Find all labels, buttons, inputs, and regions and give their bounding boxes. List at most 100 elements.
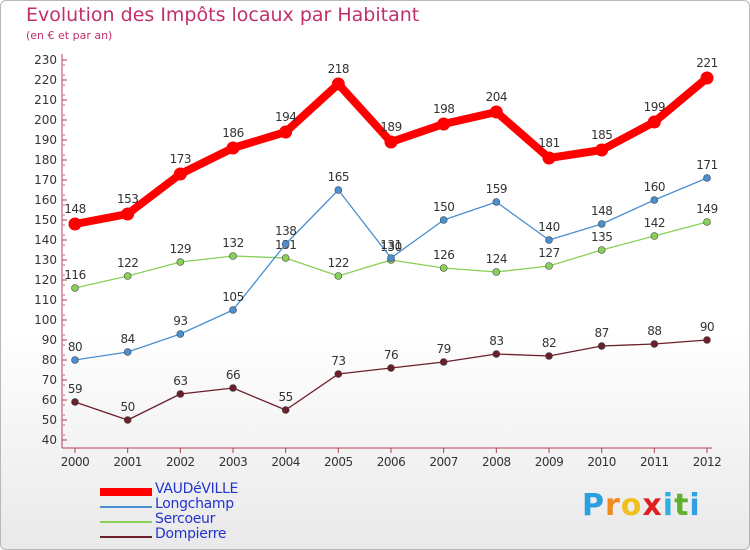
- data-point: [439, 264, 448, 272]
- y-minor-tick: [63, 234, 65, 236]
- x-tick-label: 2007: [429, 455, 458, 469]
- y-tick-label: 130: [34, 253, 57, 267]
- data-point: [71, 284, 79, 292]
- data-label: 204: [486, 90, 507, 104]
- y-minor-tick: [63, 174, 65, 176]
- data-point: [650, 196, 659, 204]
- y-tick-label: 180: [34, 153, 57, 167]
- y-minor-tick: [63, 274, 65, 276]
- data-point: [334, 370, 343, 378]
- logo-letter: t: [674, 488, 690, 523]
- y-minor-tick: [63, 84, 65, 86]
- y-minor-tick: [63, 284, 65, 286]
- data-label: 218: [328, 62, 349, 76]
- data-label: 135: [591, 230, 612, 244]
- data-point: [437, 117, 451, 131]
- x-tick-label: 2006: [377, 455, 406, 469]
- data-label: 159: [486, 182, 507, 196]
- legend-swatch-dompierre: [100, 536, 152, 538]
- data-label: 93: [173, 314, 187, 328]
- y-minor-tick: [63, 104, 65, 106]
- chart-title: Evolution des Impôts locaux par Habitant: [26, 4, 420, 26]
- data-label: 122: [117, 256, 138, 270]
- data-label: 122: [328, 256, 349, 270]
- y-minor-tick: [63, 184, 65, 186]
- data-point: [123, 416, 132, 424]
- data-label: 186: [222, 126, 243, 140]
- data-point: [387, 254, 395, 262]
- data-label: 148: [64, 202, 85, 216]
- data-label: 90: [700, 320, 714, 334]
- chart-subtitle: (en € et par an): [26, 29, 113, 42]
- data-label: 185: [591, 128, 612, 142]
- data-point: [176, 258, 185, 266]
- legend-item-longchamp: Longchamp: [100, 496, 340, 514]
- y-minor-tick: [63, 144, 65, 146]
- data-label: 181: [538, 136, 559, 150]
- y-minor-tick: [63, 434, 65, 436]
- logo-letter: r: [605, 488, 621, 523]
- data-point: [384, 135, 398, 149]
- y-minor-tick: [63, 164, 65, 166]
- y-minor-tick: [63, 194, 65, 196]
- y-tick-label: 50: [42, 413, 57, 427]
- x-tick-label: 2002: [166, 455, 195, 469]
- data-label: 150: [433, 200, 454, 214]
- logo-letter: o: [620, 488, 643, 523]
- logo-letter: i: [662, 488, 675, 523]
- y-minor-tick: [63, 294, 65, 296]
- y-minor-tick: [63, 344, 65, 346]
- x-tick-label: 2004: [271, 455, 300, 469]
- data-point: [229, 252, 237, 260]
- y-tick-label: 210: [34, 93, 57, 107]
- y-minor-tick: [63, 404, 65, 406]
- x-tick-label: 2005: [324, 455, 353, 469]
- series-line-vaudville: [74, 74, 710, 228]
- y-tick-label: 90: [42, 333, 57, 347]
- y-tick-label: 140: [34, 233, 57, 247]
- y-minor-tick: [63, 394, 65, 396]
- y-tick-label: 220: [34, 73, 57, 87]
- y-tick-label: 70: [42, 373, 57, 387]
- legend-label-longchamp: Longchamp: [155, 496, 234, 512]
- data-label: 79: [437, 342, 451, 356]
- data-label: 160: [644, 180, 665, 194]
- y-minor-tick: [63, 424, 65, 426]
- data-point: [703, 336, 711, 344]
- data-point: [229, 384, 237, 392]
- data-point: [68, 217, 82, 231]
- legend-swatch-sercoeur: [100, 521, 152, 523]
- y-tick-label: 100: [34, 313, 57, 327]
- legend-item-dompierre: Dompierre: [100, 526, 340, 544]
- data-point: [545, 352, 553, 360]
- y-tick-label: 150: [34, 213, 57, 227]
- data-label: 198: [433, 102, 454, 116]
- y-tick-label: 40: [42, 433, 57, 447]
- data-label: 165: [328, 170, 349, 184]
- proxiti-logo: Proxiti: [582, 488, 701, 523]
- data-point: [542, 151, 556, 165]
- logo-letter: x: [642, 488, 663, 523]
- data-label: 131: [380, 238, 401, 252]
- data-label: 55: [279, 390, 293, 404]
- data-label: 76: [384, 348, 398, 362]
- data-point: [703, 174, 711, 182]
- data-point: [703, 218, 711, 226]
- data-point: [71, 356, 79, 364]
- data-point: [439, 358, 448, 366]
- data-point: [176, 390, 185, 398]
- y-minor-tick: [63, 224, 65, 226]
- logo-letter: P: [582, 488, 605, 523]
- data-point: [439, 216, 448, 224]
- y-minor-tick: [63, 204, 65, 206]
- data-point: [229, 306, 237, 314]
- x-tick-label: 2000: [61, 455, 90, 469]
- y-tick-label: 110: [34, 293, 57, 307]
- data-point: [597, 246, 606, 254]
- y-minor-tick: [63, 64, 65, 66]
- x-tick-label: 2012: [693, 455, 722, 469]
- y-minor-tick: [63, 324, 65, 326]
- data-label: 84: [121, 332, 135, 346]
- data-point: [279, 125, 293, 139]
- data-point: [123, 272, 132, 280]
